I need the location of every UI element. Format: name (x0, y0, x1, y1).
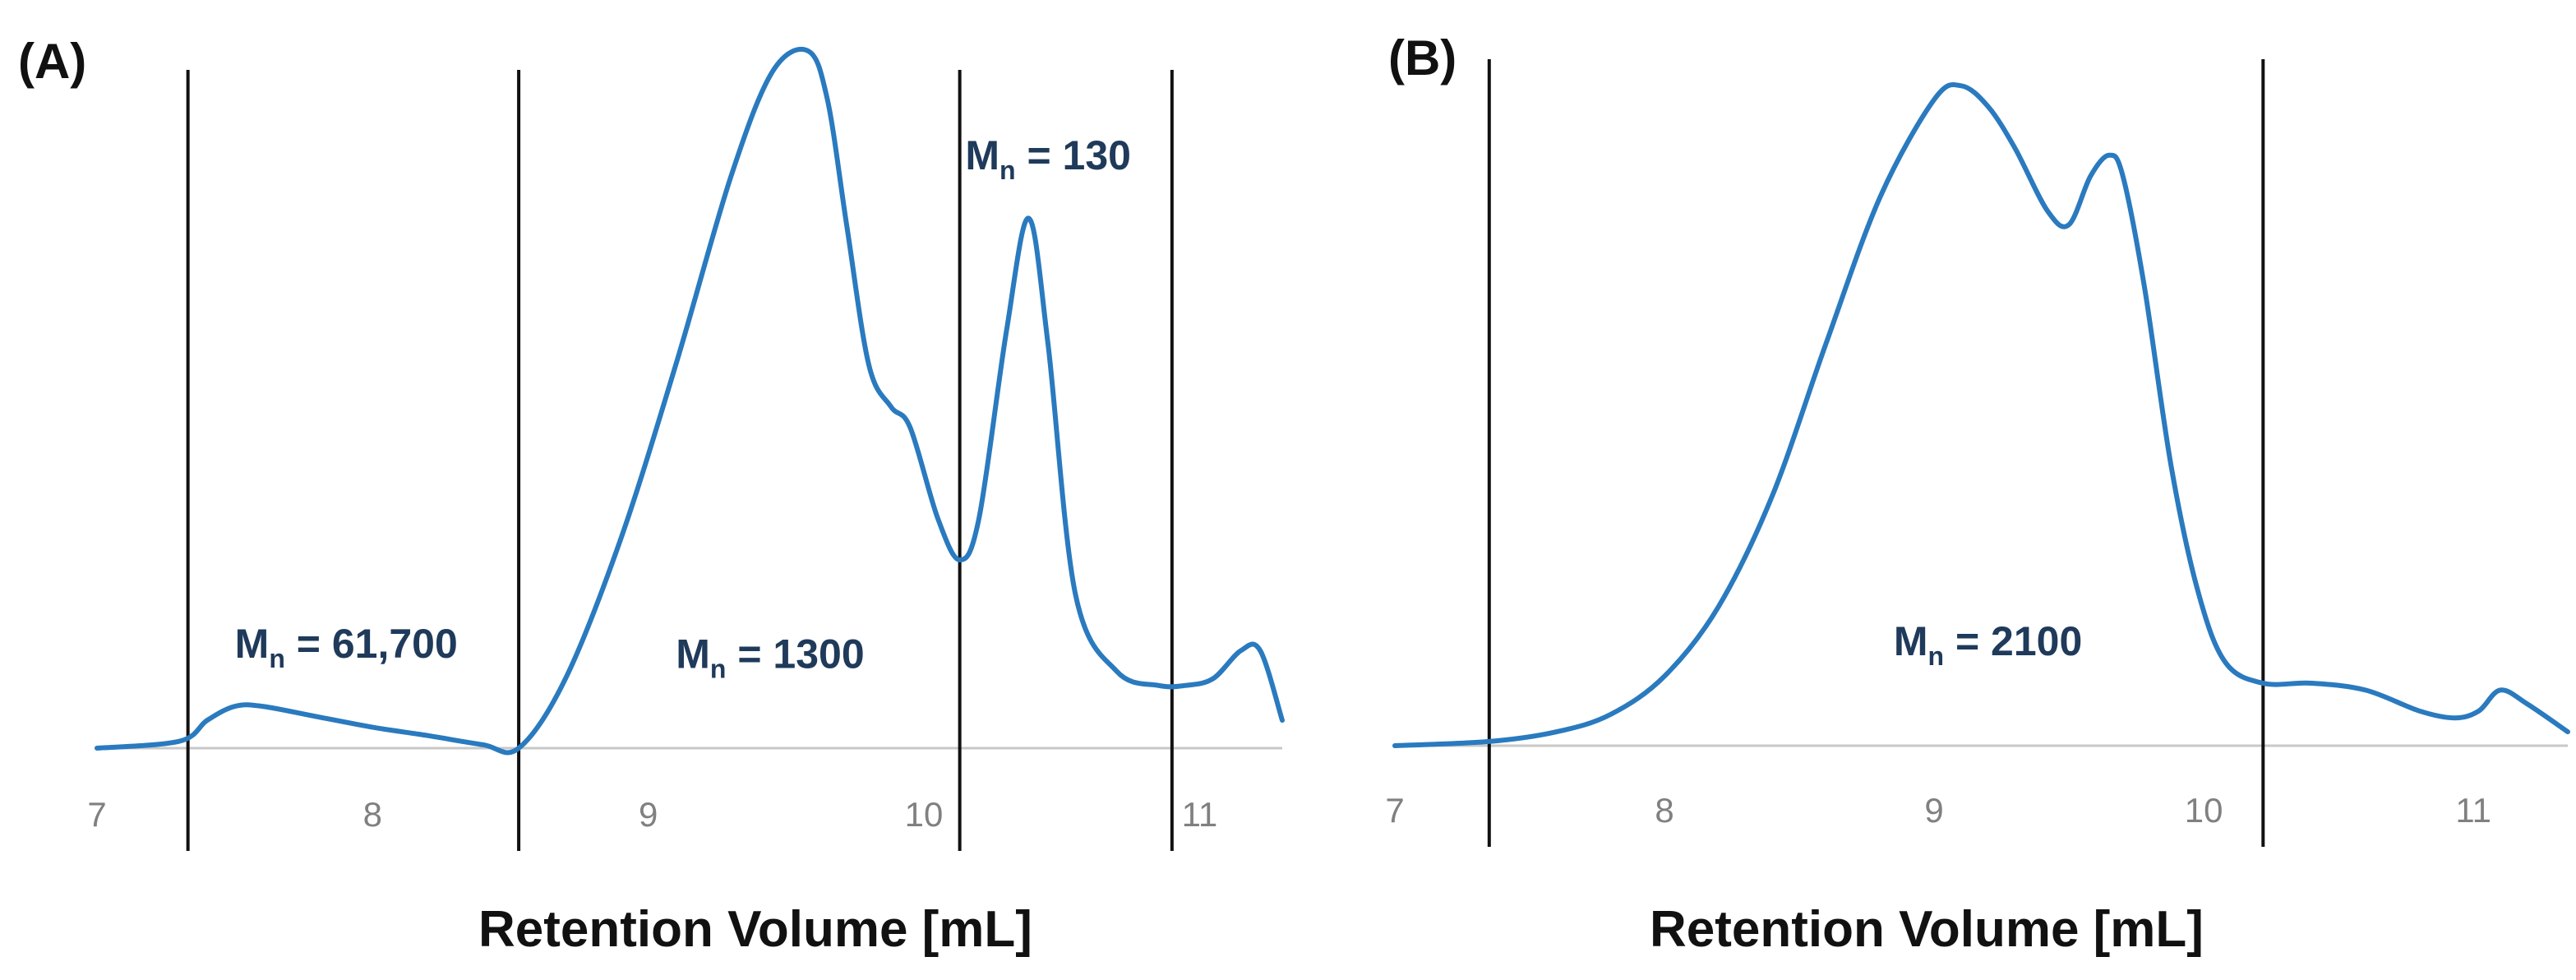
chromatogram-line-b (1392, 82, 2570, 748)
x-axis-label-b: Retention Volume [mL] (1650, 901, 2204, 958)
mn-annotation-a-3: Mn = 130 (965, 132, 1131, 185)
x-tick-label-b-8: 8 (1655, 791, 1673, 830)
x-tick-label-b-9: 9 (1924, 791, 1943, 830)
mn-annotation-a-2: Mn = 1300 (676, 631, 864, 683)
chart-b-svg: 7 8 9 10 11 Mn = 2100 (1385, 59, 2570, 847)
x-tick-label-b-7: 7 (1385, 791, 1404, 830)
panel-label-a: (A) (18, 34, 87, 89)
x-tick-label-b-11: 11 (2455, 791, 2491, 830)
panel-label-b: (B) (1388, 30, 1457, 86)
x-tick-label-a-11: 11 (1182, 795, 1218, 834)
x-tick-label-a-9: 9 (639, 795, 658, 834)
chart-a-svg: 7 8 9 10 11 Mn = 61,700 Mn = 1300 Mn = 130 (87, 47, 1285, 851)
x-tick-label-a-7: 7 (87, 795, 106, 834)
chromatogram-line-a (95, 47, 1285, 756)
x-tick-label-a-10: 10 (905, 795, 944, 834)
chart-panel-b: 7 8 9 10 11 Mn = 2100 (B) Retention Volume [m… (1288, 0, 2576, 980)
x-axis-label-a: Retention Volume [mL] (478, 901, 1032, 958)
mn-annotation-b-1: Mn = 2100 (1894, 618, 2082, 671)
x-tick-label-a-8: 8 (363, 795, 382, 834)
mn-annotation-a-1: Mn = 61,700 (235, 621, 458, 673)
x-tick-label-b-10: 10 (2185, 791, 2223, 830)
chart-panel-a: 7 8 9 10 11 Mn = 61,700 Mn = 1300 Mn = 130 (A) … (18, 34, 1285, 958)
